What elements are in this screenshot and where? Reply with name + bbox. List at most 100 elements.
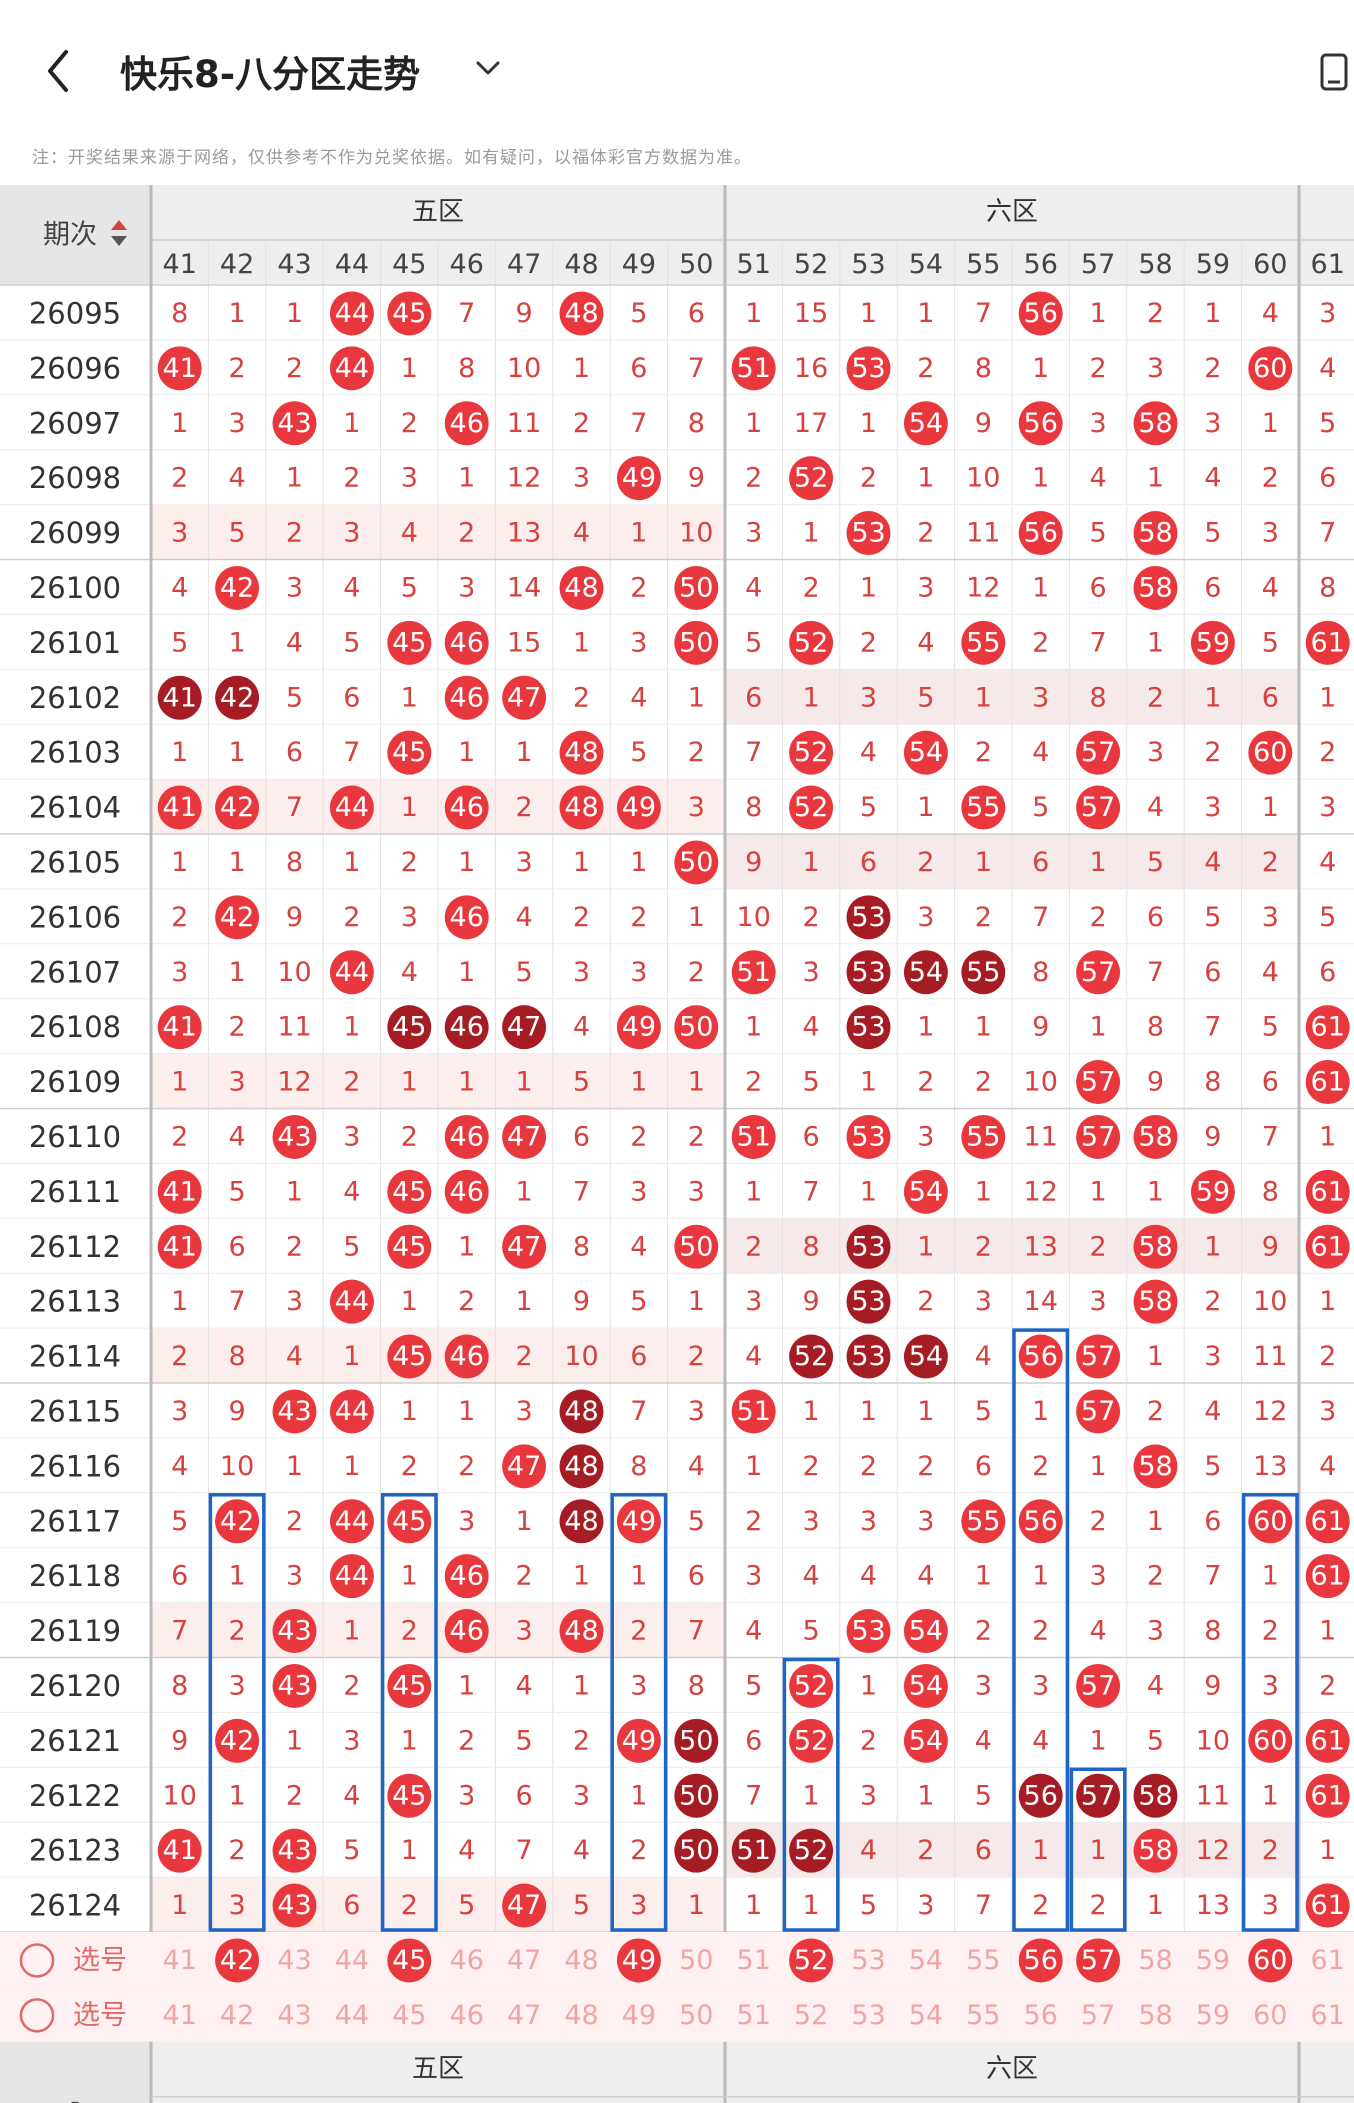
omission-count: 5 bbox=[1319, 902, 1336, 933]
radio-circle-icon[interactable] bbox=[19, 1998, 55, 2033]
pick-ball-number[interactable]: 55 bbox=[966, 2000, 1000, 2031]
drawn-ball bbox=[616, 1499, 661, 1544]
pick-ball-number[interactable]: 54 bbox=[909, 1945, 943, 1976]
pick-ball-selected[interactable] bbox=[789, 1938, 834, 1983]
issue-cell-bg bbox=[0, 1657, 151, 1713]
drawn-ball bbox=[387, 1169, 432, 1214]
pick-ball-selected[interactable] bbox=[1248, 1938, 1293, 1983]
pick-ball-selected[interactable] bbox=[387, 1938, 432, 1983]
row-bg bbox=[151, 614, 1354, 670]
ball-number: 48 bbox=[564, 298, 598, 329]
pick-ball-number[interactable]: 46 bbox=[450, 2000, 484, 2031]
omission-count: 1 bbox=[860, 1396, 877, 1427]
pick-ball-number[interactable]: 47 bbox=[507, 1945, 541, 1976]
chevron-left-icon[interactable] bbox=[40, 46, 80, 96]
omission-count: 3 bbox=[458, 572, 475, 603]
pick-ball-selected[interactable] bbox=[1018, 1938, 1063, 1983]
issue-cell-bg bbox=[0, 1273, 151, 1329]
pick-ball-number[interactable]: 58 bbox=[1138, 2000, 1172, 2031]
pick-ball-selected[interactable] bbox=[616, 1938, 661, 1983]
omission-count: 2 bbox=[1319, 1341, 1336, 1372]
omission-count: 3 bbox=[343, 518, 360, 549]
pick-ball-selected[interactable] bbox=[215, 1938, 260, 1983]
disclaimer-note: 注：开奖结果来源于网络，仅供参考不作为兑奖依据。如有疑问，以福体彩官方数据为准。 bbox=[32, 148, 752, 168]
omission-count: 1 bbox=[975, 1561, 992, 1592]
omission-count: 10 bbox=[1196, 1725, 1230, 1756]
column-header: 44 bbox=[335, 249, 369, 280]
radio-circle-icon[interactable] bbox=[19, 1943, 55, 1978]
pick-ball-number[interactable]: 44 bbox=[335, 2000, 369, 2031]
pick-ball-number[interactable]: 46 bbox=[450, 1945, 484, 1976]
omission-count: 4 bbox=[171, 572, 188, 603]
omission-count: 5 bbox=[171, 627, 188, 658]
pick-ball-number[interactable]: 61 bbox=[1311, 2000, 1345, 2031]
omission-count: 2 bbox=[917, 1451, 934, 1482]
omission-count: 7 bbox=[1147, 957, 1164, 988]
page-title[interactable]: 快乐8-八分区走势 bbox=[120, 53, 421, 96]
drawn-ball bbox=[329, 1389, 374, 1434]
omission-count: 2 bbox=[1204, 1286, 1221, 1317]
sort-arrows-icon[interactable] bbox=[111, 220, 127, 230]
pick-ball-number[interactable]: 60 bbox=[1253, 2000, 1287, 2031]
pick-ball-number[interactable]: 48 bbox=[564, 2000, 598, 2031]
pick-ball-number[interactable]: 54 bbox=[909, 2000, 943, 2031]
omission-count: 5 bbox=[573, 1890, 590, 1921]
sort-arrows-icon[interactable] bbox=[111, 236, 127, 246]
issue-cell-bg bbox=[0, 504, 151, 560]
drawn-ball bbox=[789, 620, 834, 665]
pick-ball-number[interactable]: 49 bbox=[622, 2000, 656, 2031]
row-bg bbox=[151, 449, 1354, 505]
omission-count: 10 bbox=[220, 1451, 254, 1482]
pick-ball-number[interactable]: 50 bbox=[679, 2000, 713, 2031]
chevron-down-icon[interactable] bbox=[475, 58, 501, 78]
pick-ball-number[interactable]: 47 bbox=[507, 2000, 541, 2031]
pick-ball-number[interactable]: 58 bbox=[1138, 1945, 1172, 1976]
omission-count: 1 bbox=[1090, 847, 1107, 878]
pick-ball-number[interactable]: 45 bbox=[392, 2000, 426, 2031]
ball-number: 61 bbox=[1311, 1231, 1345, 1262]
omission-count: 4 bbox=[229, 463, 246, 494]
omission-count: 1 bbox=[401, 1396, 418, 1427]
pick-ball-number[interactable]: 56 bbox=[1024, 2000, 1058, 2031]
pick-ball-number[interactable]: 57 bbox=[1081, 2000, 1115, 2031]
omission-count: 2 bbox=[401, 408, 418, 439]
omission-count: 1 bbox=[1147, 627, 1164, 658]
issue-cell-bg bbox=[0, 1602, 151, 1658]
pick-ball-number[interactable]: 53 bbox=[851, 1945, 885, 1976]
drawn-ball bbox=[1133, 1114, 1178, 1159]
pick-ball-number[interactable]: 51 bbox=[737, 2000, 771, 2031]
column-header: 48 bbox=[564, 249, 598, 280]
pick-ball-number[interactable]: 44 bbox=[335, 1945, 369, 1976]
pick-ball-number[interactable]: 43 bbox=[277, 2000, 311, 2031]
pick-ball-number[interactable]: 53 bbox=[851, 2000, 885, 2031]
ball-number: 54 bbox=[909, 1341, 943, 1372]
ball-number: 45 bbox=[392, 1780, 426, 1811]
phone-icon[interactable] bbox=[1318, 52, 1354, 94]
pick-ball-number[interactable]: 59 bbox=[1196, 1945, 1230, 1976]
pick-ball-number[interactable]: 50 bbox=[679, 1945, 713, 1976]
pick-ball-number[interactable]: 51 bbox=[737, 1945, 771, 1976]
omission-count: 10 bbox=[564, 1341, 598, 1372]
pick-ball-number[interactable]: 59 bbox=[1196, 2000, 1230, 2031]
omission-count: 4 bbox=[1262, 957, 1279, 988]
ball-number: 54 bbox=[909, 408, 943, 439]
pick-ball-number[interactable]: 41 bbox=[163, 1945, 197, 1976]
drawn-ball bbox=[1133, 401, 1178, 446]
drawn-ball bbox=[444, 1114, 489, 1159]
ball-number: 57 bbox=[1081, 1670, 1115, 1701]
omission-count: 12 bbox=[1024, 1176, 1058, 1207]
omission-count: 7 bbox=[975, 1890, 992, 1921]
omission-count: 5 bbox=[745, 1670, 762, 1701]
pick-ball-number[interactable]: 55 bbox=[966, 1945, 1000, 1976]
omission-count: 5 bbox=[860, 792, 877, 823]
omission-count: 3 bbox=[1147, 1616, 1164, 1647]
pick-ball-number[interactable]: 43 bbox=[277, 1945, 311, 1976]
pick-ball-number[interactable]: 52 bbox=[794, 2000, 828, 2031]
pick-ball-number[interactable]: 42 bbox=[220, 2000, 254, 2031]
omission-count: 4 bbox=[860, 737, 877, 768]
omission-count: 2 bbox=[343, 902, 360, 933]
pick-ball-selected[interactable] bbox=[1076, 1938, 1121, 1983]
pick-ball-number[interactable]: 48 bbox=[564, 1945, 598, 1976]
pick-ball-number[interactable]: 41 bbox=[163, 2000, 197, 2031]
pick-ball-number[interactable]: 61 bbox=[1311, 1945, 1345, 1976]
